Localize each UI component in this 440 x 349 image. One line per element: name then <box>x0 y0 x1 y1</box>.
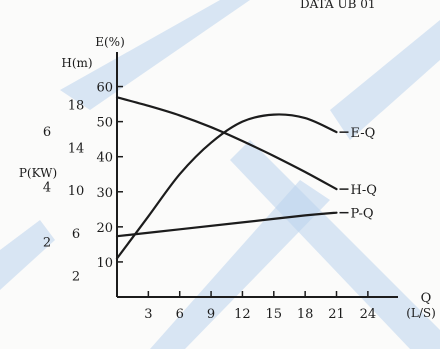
efficiency-axis-label: E(%) <box>95 35 125 49</box>
efficiency-tick-label: 50 <box>96 116 113 131</box>
head-tick-label: 6 <box>72 227 80 242</box>
x-tick-label: 3 <box>144 307 152 322</box>
watermark-band-3 <box>330 20 440 140</box>
power-tick-label: 4 <box>43 180 51 195</box>
x-tick-label: 9 <box>207 307 215 322</box>
power-tick-label: 2 <box>43 236 51 251</box>
efficiency-tick-label: 10 <box>96 256 113 271</box>
curve-h-q <box>115 96 338 191</box>
efficiency-tick-label: 60 <box>96 81 113 96</box>
watermark-band-1 <box>60 0 250 110</box>
x-tick-label: 24 <box>360 307 377 322</box>
head-tick-label: 18 <box>68 99 85 114</box>
head-tick-label: 14 <box>68 141 85 156</box>
curve-e-q <box>115 113 338 260</box>
power-axis-label: P(KW) <box>19 166 57 180</box>
watermark-band-5 <box>0 220 55 290</box>
header-text: DATA UB 01 <box>300 0 375 11</box>
series-label-h-q: H-Q <box>351 183 377 198</box>
x-tick-label: 12 <box>234 307 251 322</box>
x-axis-unit: (L/S) <box>406 306 436 320</box>
chart-labels: 3 6 9 12 15 18 21 24Q(L/S)102030405060E(%)26101… <box>19 35 436 322</box>
head-tick-label: 2 <box>72 270 80 285</box>
x-tick-label: 18 <box>297 307 314 322</box>
efficiency-tick-label: 40 <box>96 151 113 166</box>
x-tick-label: 21 <box>328 307 345 322</box>
chart-axes <box>116 52 398 298</box>
head-axis-label: H(m) <box>61 56 92 70</box>
series-label-p-q: P-Q <box>351 207 374 222</box>
x-tick-label: 15 <box>266 307 283 322</box>
watermark-band-2 <box>150 180 330 349</box>
efficiency-tick-label: 20 <box>96 221 113 236</box>
axis-ticks <box>117 85 369 297</box>
x-axis-label: Q <box>421 291 432 306</box>
curve-p-q <box>115 211 338 238</box>
efficiency-tick-label: 30 <box>96 186 113 201</box>
head-tick-label: 10 <box>68 184 85 199</box>
chart-curves <box>115 96 349 260</box>
x-tick-label: 6 <box>176 307 184 322</box>
power-tick-label: 6 <box>43 125 51 140</box>
series-label-e-q: E-Q <box>351 126 376 141</box>
